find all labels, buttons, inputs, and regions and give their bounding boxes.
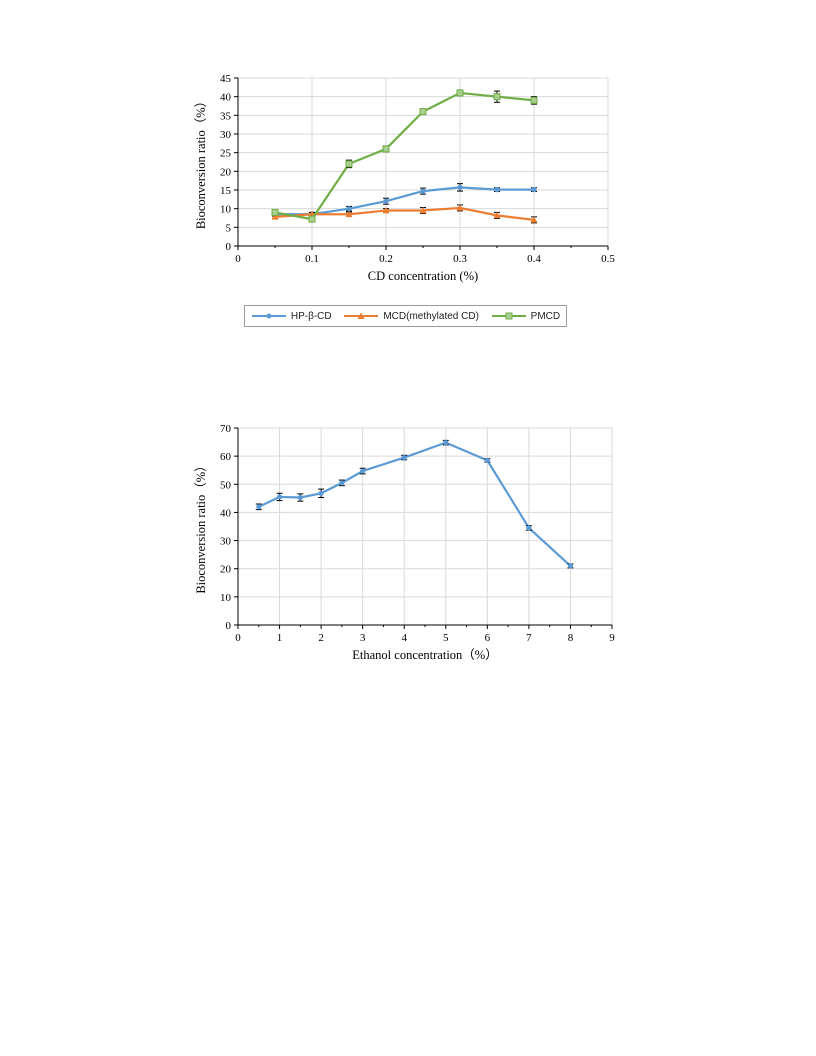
series-0-point	[531, 187, 537, 193]
series-0-point	[297, 494, 303, 501]
series-0-point	[457, 184, 463, 190]
y-tick-label: 40	[220, 507, 232, 519]
y-tick-label: 20	[220, 166, 232, 178]
y-tick-label: 30	[220, 129, 232, 141]
series-0-point	[494, 187, 500, 193]
x-tick-label: 7	[526, 632, 532, 644]
x-tick-label: 5	[443, 632, 449, 644]
series-2-point	[530, 96, 538, 104]
x-tick-label: 0.2	[379, 253, 393, 265]
legend-swatch-hp-beta-cd	[251, 313, 286, 319]
series-0-point	[256, 504, 262, 510]
y-tick-label: 40	[220, 92, 232, 104]
y-tick-label: 0	[226, 620, 232, 632]
chart-legend: HP-β-CD MCD(methylated CD) PMCD	[244, 305, 567, 327]
x-tick-label: 8	[568, 632, 574, 644]
legend-swatch-mcd	[344, 312, 379, 319]
series-1-point	[530, 216, 538, 223]
legend-label-pmcd: PMCD	[530, 310, 561, 322]
y-tick-label: 20	[220, 564, 232, 576]
x-tick-label: 4	[401, 632, 407, 644]
series-0-point	[339, 480, 345, 486]
x-axis-label: Ethanol concentration（%）	[352, 648, 497, 662]
x-tick-label: 1	[277, 632, 283, 644]
x-tick-label: 0.1	[305, 253, 319, 265]
series-0-point	[346, 206, 352, 212]
series-0-point	[526, 525, 532, 531]
y-tick-label: 5	[226, 222, 232, 234]
x-tick-label: 0.3	[453, 253, 467, 265]
series-2-point	[456, 89, 464, 97]
series-2-point	[419, 108, 427, 116]
y-tick-label: 25	[220, 148, 232, 160]
x-tick-label: 0	[235, 253, 241, 265]
series-0-point	[360, 468, 366, 474]
series-0-point	[318, 490, 324, 496]
y-tick-label: 50	[220, 479, 232, 491]
series-0-line	[258, 441, 572, 567]
y-tick-label: 35	[220, 110, 232, 122]
y-tick-label: 10	[220, 592, 232, 604]
y-tick-label: 60	[220, 451, 232, 463]
x-tick-label: 0.4	[527, 253, 541, 265]
series-1-point	[456, 204, 464, 211]
series-1-line	[274, 206, 535, 221]
series-0-point	[420, 188, 426, 194]
series-0-point	[567, 563, 574, 569]
series-1-point	[345, 210, 353, 218]
series-2-point	[345, 160, 353, 168]
series-2-line	[274, 91, 535, 221]
y-tick-label: 10	[220, 204, 232, 216]
y-tick-label: 15	[220, 185, 232, 197]
y-tick-label: 70	[220, 423, 232, 435]
x-tick-label: 9	[609, 632, 615, 644]
legend-item-mcd: MCD(methylated CD)	[343, 311, 479, 322]
legend-label-mcd: MCD(methylated CD)	[383, 310, 479, 322]
legend-item-pmcd: PMCD	[491, 311, 560, 322]
y-tick-label: 45	[220, 73, 232, 85]
x-tick-label: 3	[360, 632, 366, 644]
legend-swatch-pmcd	[491, 312, 526, 320]
series-2-point	[308, 215, 316, 223]
series-1-point	[419, 207, 427, 214]
y-axis-label: Bioconversion ratio（%）	[194, 459, 208, 593]
series-0-point	[276, 494, 283, 500]
series-2-point	[382, 145, 390, 153]
series-0-point	[443, 440, 449, 446]
x-tick-label: 0.5	[601, 253, 615, 265]
x-tick-label: 2	[318, 632, 324, 644]
y-tick-label: 0	[226, 241, 232, 253]
series-1-point	[382, 207, 390, 214]
legend-item-hp-beta-cd: HP-β-CD	[251, 311, 332, 322]
series-2-point	[493, 93, 501, 101]
series-0-point	[401, 454, 407, 461]
series-0-point	[383, 198, 389, 204]
y-axis-label: Bioconversion ratio（%）	[194, 95, 208, 229]
series-2-point	[271, 208, 279, 216]
x-tick-label: 0	[235, 632, 241, 644]
series-1-point	[493, 211, 501, 219]
series-0-point	[484, 457, 490, 463]
chart-ethanol-concentration: 0 10 20 30 40 50 60 70 0 1 2 3 4 5 6 7 8 9 Ethanol concent…	[194, 423, 615, 662]
x-tick-label: 6	[485, 632, 491, 644]
chart-cd-concentration: 0 5 10 15 20 25 30 35 40 45 0 0.1 0.2 0.3 0.4 0.5 CD con…	[194, 73, 615, 283]
x-axis-label: CD concentration (%)	[368, 269, 478, 283]
y-tick-label: 30	[220, 536, 232, 548]
series-1-point	[271, 213, 279, 220]
legend-label-hp-beta-cd: HP-β-CD	[290, 310, 332, 322]
